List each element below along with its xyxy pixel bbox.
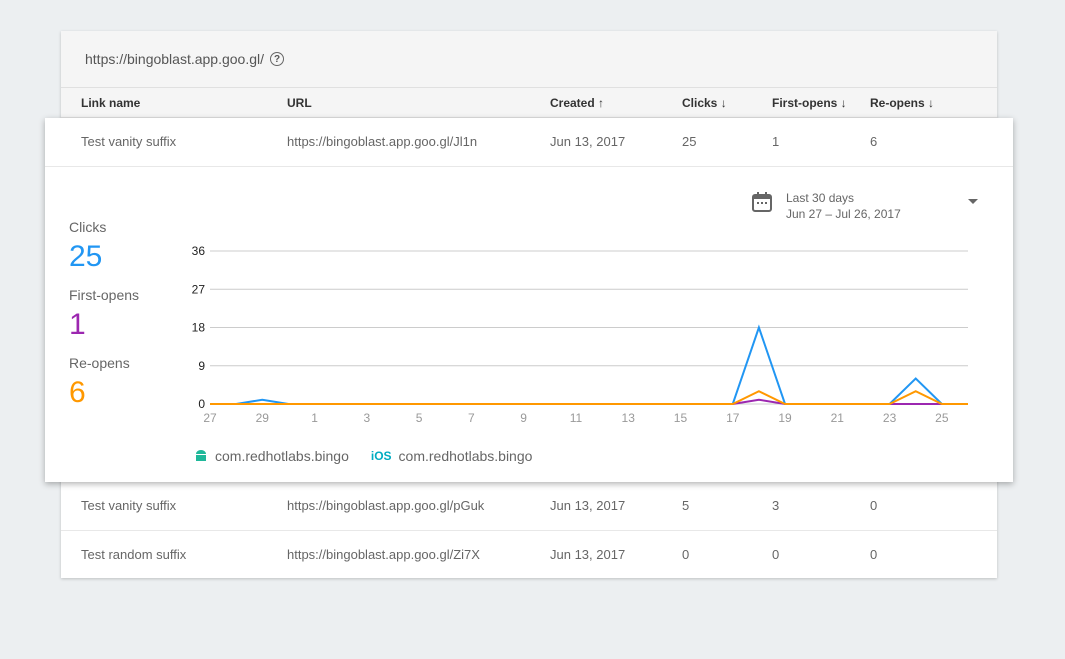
chart-legend: com.redhotlabs.bingo iOS com.redhotlabs.… [194, 448, 532, 464]
x-tick-label: 13 [622, 411, 636, 425]
legend-android[interactable]: com.redhotlabs.bingo [194, 448, 349, 464]
clicks: 5 [682, 498, 690, 513]
domain-header: https://bingoblast.app.goo.gl/ ? [61, 31, 997, 87]
created: Jun 13, 2017 [550, 547, 626, 562]
stat-re-opens-label: Re-opens [69, 355, 130, 371]
col-re-opens[interactable]: Re-opens ↓ [870, 96, 935, 110]
help-circle-icon[interactable]: ? [270, 52, 285, 66]
re-opens: 6 [870, 134, 878, 149]
date-range-selector[interactable]: Last 30 days Jun 27 – Jul 26, 2017 [752, 190, 901, 222]
x-tick-label: 5 [416, 411, 423, 425]
x-tick-label: 17 [726, 411, 740, 425]
clicks: 25 [682, 134, 697, 149]
y-tick-label: 0 [198, 397, 205, 411]
y-tick-label: 27 [192, 282, 206, 296]
link-url: https://bingoblast.app.goo.gl/Jl1n [287, 134, 478, 149]
first-opens: 3 [772, 498, 780, 513]
legend-label: com.redhotlabs.bingo [398, 448, 533, 464]
stat-first-opens-value: 1 [69, 308, 86, 341]
y-tick-label: 18 [192, 321, 206, 335]
created: Jun 13, 2017 [550, 498, 626, 513]
col-url: URL [287, 96, 312, 110]
x-tick-label: 29 [256, 411, 270, 425]
stat-clicks-label: Clicks [69, 219, 107, 235]
x-tick-label: 27 [203, 411, 217, 425]
range-dates: Jun 27 – Jul 26, 2017 [786, 207, 901, 221]
ios-icon: iOS [370, 449, 392, 463]
x-tick-label: 25 [935, 411, 949, 425]
calendar-icon [752, 192, 772, 212]
first-opens: 1 [772, 134, 780, 149]
re-opens: 0 [870, 498, 878, 513]
table-row[interactable]: Test vanity suffix https://bingoblast.ap… [45, 118, 1013, 167]
col-link-name: Link name [81, 96, 141, 110]
link-url: https://bingoblast.app.goo.gl/pGuk [287, 498, 485, 513]
x-tick-label: 1 [311, 411, 318, 425]
x-tick-label: 23 [883, 411, 897, 425]
y-tick-label: 9 [198, 359, 205, 373]
link-name: Test vanity suffix [81, 134, 177, 149]
link-name: Test random suffix [81, 547, 187, 562]
x-tick-label: 21 [831, 411, 845, 425]
x-tick-label: 9 [520, 411, 527, 425]
link-name: Test vanity suffix [81, 498, 177, 513]
y-tick-label: 36 [192, 244, 206, 258]
table-row[interactable]: Test vanity suffix https://bingoblast.ap… [61, 481, 997, 529]
series-line-re-opens [210, 390, 968, 405]
x-tick-label: 3 [363, 411, 370, 425]
android-icon [196, 450, 206, 461]
x-tick-label: 7 [468, 411, 475, 425]
range-label: Last 30 days [786, 191, 855, 205]
dropdown-caret-icon[interactable] [968, 199, 978, 204]
col-created[interactable]: Created ↑ [550, 96, 605, 110]
x-tick-label: 15 [674, 411, 688, 425]
table-row[interactable]: Test random suffix https://bingoblast.ap… [61, 530, 997, 578]
created: Jun 13, 2017 [550, 134, 626, 149]
col-clicks[interactable]: Clicks ↓ [682, 96, 727, 110]
x-tick-label: 19 [778, 411, 792, 425]
legend-ios[interactable]: iOS com.redhotlabs.bingo [371, 448, 533, 464]
table-header: Link name URL Created ↑ Clicks ↓ First-o… [61, 87, 997, 118]
link-url: https://bingoblast.app.goo.gl/Zi7X [287, 547, 480, 562]
stat-first-opens-label: First-opens [69, 287, 140, 303]
expanded-row-panel: Test vanity suffix https://bingoblast.ap… [45, 118, 1013, 482]
x-tick-label: 11 [570, 411, 583, 425]
domain-title: https://bingoblast.app.goo.gl/ [85, 51, 265, 67]
legend-label: com.redhotlabs.bingo [215, 448, 349, 464]
stat-clicks-value: 25 [69, 240, 103, 273]
stat-re-opens-value: 6 [69, 376, 86, 409]
col-first-opens[interactable]: First-opens ↓ [772, 96, 847, 110]
re-opens: 0 [870, 547, 878, 562]
first-opens: 0 [772, 547, 780, 562]
clicks: 0 [682, 547, 690, 562]
